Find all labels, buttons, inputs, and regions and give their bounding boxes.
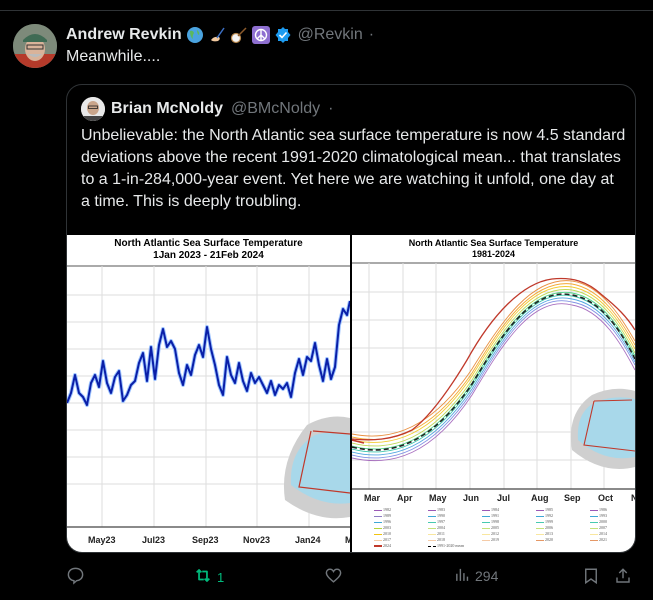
legend-col: 1983 1990 1997 2004 2011 2018 1991-2020 …: [428, 507, 464, 549]
x-tick: Mar: [364, 493, 381, 503]
multi-year-line-chart-plot: [352, 262, 635, 490]
legend-col: 1984 1991 1998 2005 2012 2019: [482, 507, 499, 543]
x-tick: Sep23: [192, 535, 219, 545]
legend-col: 1985 1992 1999 2006 2013 2020: [536, 507, 553, 543]
line-chart-plot: [67, 265, 350, 528]
globe-map-inset: [570, 388, 635, 469]
bookmark-icon: [582, 566, 600, 589]
chart-title-line: North Atlantic Sea Surface Temperature: [114, 238, 303, 249]
x-tick: Jan24: [295, 535, 321, 545]
chart-title: North Atlantic Sea Surface Temperature 1…: [352, 238, 635, 260]
quoted-author-avatar[interactable]: [81, 97, 105, 121]
share-icon: [614, 566, 632, 589]
x-tick: N: [631, 493, 635, 503]
chart-title-line: North Atlantic Sea Surface Temperature: [408, 238, 579, 248]
quoted-author-handle[interactable]: @BMcNoldy: [231, 100, 321, 117]
reply-icon: [66, 566, 85, 588]
quoted-tweet-header: Brian McNoldy @BMcNoldy ·: [81, 97, 334, 121]
repost-icon: [193, 566, 213, 588]
divider-line: [0, 10, 653, 11]
x-tick: Oct: [598, 493, 614, 503]
separator-dot: ·: [328, 100, 334, 117]
tweet-text: Meanwhile....: [66, 48, 161, 65]
quoted-tweet[interactable]: Brian McNoldy @BMcNoldy · Unbelievable: …: [66, 84, 636, 553]
quoted-tweet-text: Unbelievable: the North Atlantic sea sur…: [81, 127, 626, 210]
x-tick: Apr: [397, 493, 413, 503]
x-tick: May23: [88, 535, 116, 545]
tweet-action-bar: 1 294: [0, 566, 653, 590]
x-tick: Jul23: [142, 535, 166, 545]
climatological-mean-line: [352, 293, 635, 451]
x-axis-labels: Mar Apr May Jun Jul Aug Sep Oct N: [352, 493, 635, 505]
author-handle[interactable]: @Revkin: [297, 26, 363, 43]
author-avatar[interactable]: [13, 24, 57, 68]
x-axis-labels: May23 Jul23 Sep23 Nov23 Jan24 M: [67, 535, 350, 549]
sst-2023-2024-chart[interactable]: North Atlantic Sea Surface Temperature 1…: [67, 235, 352, 552]
heart-icon: [324, 566, 343, 588]
writing-hand-emoji-icon: [208, 26, 226, 44]
legend-col: 1982 1989 1996 2003 2010 2017 2024: [374, 507, 391, 549]
tweet-header: Andrew Revkin @Revkin ·: [66, 24, 374, 46]
author-name[interactable]: Andrew Revkin: [66, 26, 182, 43]
x-tick: M: [345, 535, 352, 545]
peace-symbol-emoji-icon: [251, 26, 270, 44]
share-button[interactable]: [614, 566, 632, 589]
separator-dot: ·: [368, 26, 375, 43]
like-button[interactable]: [324, 566, 347, 588]
x-tick: Aug: [531, 493, 549, 503]
quoted-author-name[interactable]: Brian McNoldy: [111, 100, 224, 117]
x-tick: Nov23: [243, 535, 271, 545]
verified-badge-icon: [274, 26, 292, 44]
chart-subtitle: 1981-2024: [471, 249, 516, 259]
x-tick: Jul: [497, 493, 511, 503]
banjo-emoji-icon: [230, 26, 248, 44]
reply-button[interactable]: [66, 566, 89, 588]
chart-title: North Atlantic Sea Surface Temperature 1…: [67, 238, 350, 262]
x-tick: Jun: [463, 493, 480, 503]
x-tick: May: [429, 493, 447, 503]
chart-subtitle: 1Jan 2023 - 21Feb 2024: [153, 250, 264, 261]
legend-col: 1986 1993 2000 2007 2014 2021: [590, 507, 607, 543]
chart-legend: 1982 1989 1996 2003 2010 2017 2024 1983 …: [352, 507, 635, 552]
views-icon: [454, 566, 471, 586]
views-button[interactable]: 294: [454, 566, 498, 586]
views-count: 294: [475, 568, 499, 584]
repost-button[interactable]: 1: [193, 566, 224, 588]
globe-map-inset: [283, 416, 350, 519]
sst-1981-2024-chart[interactable]: North Atlantic Sea Surface Temperature 1…: [352, 235, 635, 552]
globe-emoji-icon: [186, 26, 204, 44]
repost-count: 1: [217, 569, 225, 585]
bookmark-button[interactable]: [582, 566, 600, 589]
x-tick: Sep: [564, 493, 581, 503]
